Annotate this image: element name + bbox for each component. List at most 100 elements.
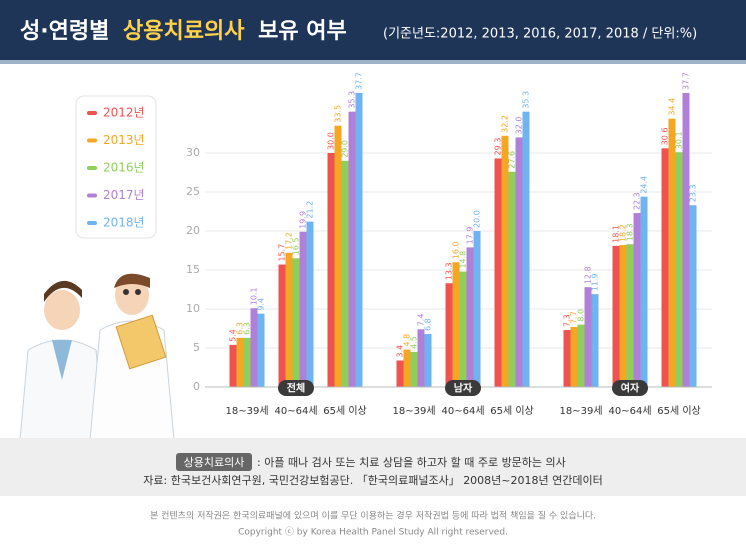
value-label: 18.3	[626, 223, 635, 241]
value-label: 18.1	[612, 225, 621, 243]
title-part: 보유 여부	[258, 19, 347, 44]
bar	[508, 171, 516, 387]
bar	[675, 152, 683, 387]
y-tick-label: 0	[193, 380, 200, 393]
legend-swatch	[87, 166, 97, 170]
value-label: 32.2	[501, 115, 510, 133]
bar	[278, 264, 286, 387]
value-label: 37.7	[355, 72, 364, 90]
value-label: 5.4	[229, 329, 238, 342]
note-tag: 상용치료의사	[184, 456, 245, 469]
value-label: 17.2	[285, 232, 294, 250]
note-tag-bg	[176, 453, 252, 471]
x-tick-label: 65세 이상	[323, 405, 367, 417]
value-label: 7.4	[417, 314, 426, 327]
value-label: 13.3	[445, 262, 454, 280]
legend-swatch	[87, 221, 97, 225]
value-label: 27.6	[508, 151, 517, 169]
x-tick-label: 40~64세	[608, 405, 651, 417]
value-label: 6.8	[424, 318, 433, 331]
value-label: 23.3	[689, 184, 698, 202]
bar	[355, 92, 363, 387]
x-tick-label: 65세 이상	[657, 405, 701, 417]
value-label: 29.3	[494, 138, 503, 156]
bar	[619, 245, 627, 387]
doctors-illustration	[19, 273, 175, 441]
value-label: 20.0	[473, 210, 482, 228]
bar	[570, 326, 578, 387]
legend-swatch	[87, 111, 97, 115]
legend-label: 2017년	[103, 188, 145, 202]
value-label: 12.8	[584, 266, 593, 284]
header-bg	[0, 0, 746, 60]
bar	[668, 118, 676, 388]
bar	[452, 262, 460, 387]
bar	[257, 313, 265, 387]
value-label: 34.4	[668, 98, 677, 116]
bar	[348, 111, 356, 387]
group-label: 남자	[454, 382, 473, 395]
bar	[626, 244, 634, 387]
value-label: 33.5	[334, 105, 343, 123]
value-label: 19.9	[299, 211, 308, 229]
note-definition: : 아플 때나 검사 또는 치료 상담을 하고자 할 때 주로 방문하는 의사	[257, 455, 566, 469]
bar	[522, 111, 530, 387]
value-label: 30.6	[661, 128, 670, 146]
bar	[633, 213, 641, 387]
value-label: 22.3	[633, 192, 642, 210]
bar	[306, 221, 314, 387]
title-part: 성·연령별	[20, 19, 109, 44]
legend-label: 2012년	[103, 106, 145, 120]
value-label: 3.4	[396, 345, 405, 358]
y-tick-label: 25	[186, 185, 200, 198]
footer-copyright: Copyright ⓒ by Korea Health Panel Study …	[238, 527, 508, 538]
bar	[341, 160, 349, 387]
bar	[682, 92, 690, 387]
group-badge	[278, 380, 314, 396]
x-tick-label: 40~64세	[274, 405, 317, 417]
value-label: 6.3	[236, 322, 245, 335]
bar	[591, 294, 599, 387]
value-label: 18.2	[619, 224, 628, 242]
bar	[640, 196, 648, 387]
bar	[445, 283, 453, 387]
bar	[334, 125, 342, 387]
value-label: 9.4	[257, 298, 266, 311]
bar	[577, 324, 585, 387]
bar	[396, 360, 404, 387]
value-label: 7.7	[570, 311, 579, 324]
x-tick-label: 65세 이상	[490, 405, 534, 417]
y-tick-label: 15	[186, 263, 200, 276]
bar	[473, 231, 481, 387]
legend-label: 2018년	[103, 216, 145, 230]
x-tick-label: 18~39세	[392, 405, 435, 417]
bar	[327, 153, 335, 387]
bar	[563, 330, 571, 387]
value-label: 29.0	[341, 140, 350, 158]
bar	[661, 148, 669, 387]
value-label: 24.4	[640, 176, 649, 194]
value-label: 14.8	[459, 251, 468, 269]
value-label: 16.0	[452, 241, 461, 259]
group-badge	[445, 380, 481, 396]
group-label: 여자	[621, 382, 640, 395]
bar	[243, 337, 251, 387]
value-label: 17.9	[466, 227, 475, 245]
bar	[612, 245, 620, 387]
footer-line: 본 컨텐츠의 저작권은 한국의료패널에 있으며 이를 무단 이용하는 경우 저작…	[150, 510, 596, 522]
y-tick-label: 30	[186, 146, 200, 159]
value-label: 30.0	[327, 132, 336, 150]
bar	[299, 231, 307, 387]
title: 성·연령별 상용치료의사 보유 여부	[20, 19, 347, 44]
value-label: 10.1	[250, 287, 259, 305]
y-tick-label: 20	[186, 224, 200, 237]
bar	[250, 308, 258, 387]
group-badge	[612, 380, 648, 396]
legend-swatch	[87, 138, 97, 143]
value-label: 4.5	[410, 336, 419, 349]
y-tick-label: 5	[193, 341, 200, 354]
value-label: 4.8	[403, 334, 412, 347]
bar	[424, 333, 432, 387]
bar	[459, 271, 467, 387]
